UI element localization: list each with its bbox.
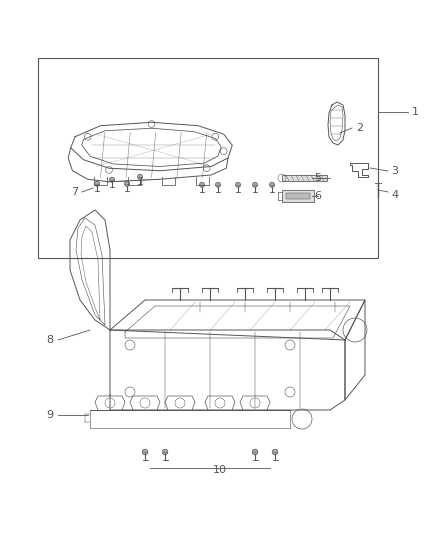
Circle shape [272, 449, 278, 455]
Text: 8: 8 [46, 335, 53, 345]
Text: 9: 9 [46, 410, 53, 420]
Bar [282, 190, 314, 202]
Circle shape [124, 181, 130, 187]
Circle shape [199, 182, 205, 187]
Text: 4: 4 [392, 190, 399, 200]
Text: 6: 6 [314, 191, 321, 201]
Circle shape [142, 449, 148, 455]
Text: 5: 5 [314, 173, 321, 183]
Circle shape [110, 177, 114, 182]
Circle shape [236, 182, 240, 187]
Text: 2: 2 [357, 123, 364, 133]
Text: 3: 3 [392, 166, 399, 176]
Circle shape [95, 181, 99, 187]
Circle shape [138, 174, 142, 179]
Text: 1: 1 [411, 107, 418, 117]
Bar [38, 58, 378, 258]
Circle shape [252, 182, 258, 187]
Circle shape [269, 182, 275, 187]
Circle shape [252, 449, 258, 455]
Bar [286, 193, 310, 199]
Bar [282, 175, 327, 181]
Circle shape [215, 182, 220, 187]
Text: 10: 10 [213, 465, 227, 475]
Circle shape [162, 449, 168, 455]
Text: 7: 7 [71, 187, 78, 197]
